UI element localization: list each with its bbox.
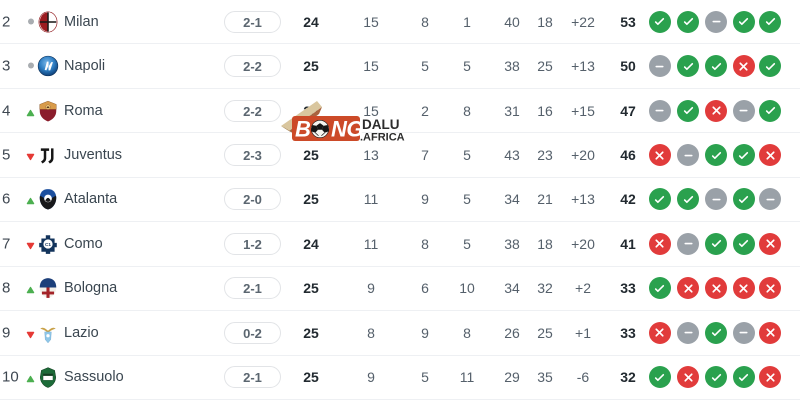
svg-text:B: B: [295, 117, 311, 142]
svg-text:C1: C1: [45, 242, 51, 247]
svg-text:NG: NG: [331, 117, 363, 142]
svg-text:DALU: DALU: [362, 117, 400, 132]
svg-text:.AFRICA: .AFRICA: [360, 132, 405, 144]
